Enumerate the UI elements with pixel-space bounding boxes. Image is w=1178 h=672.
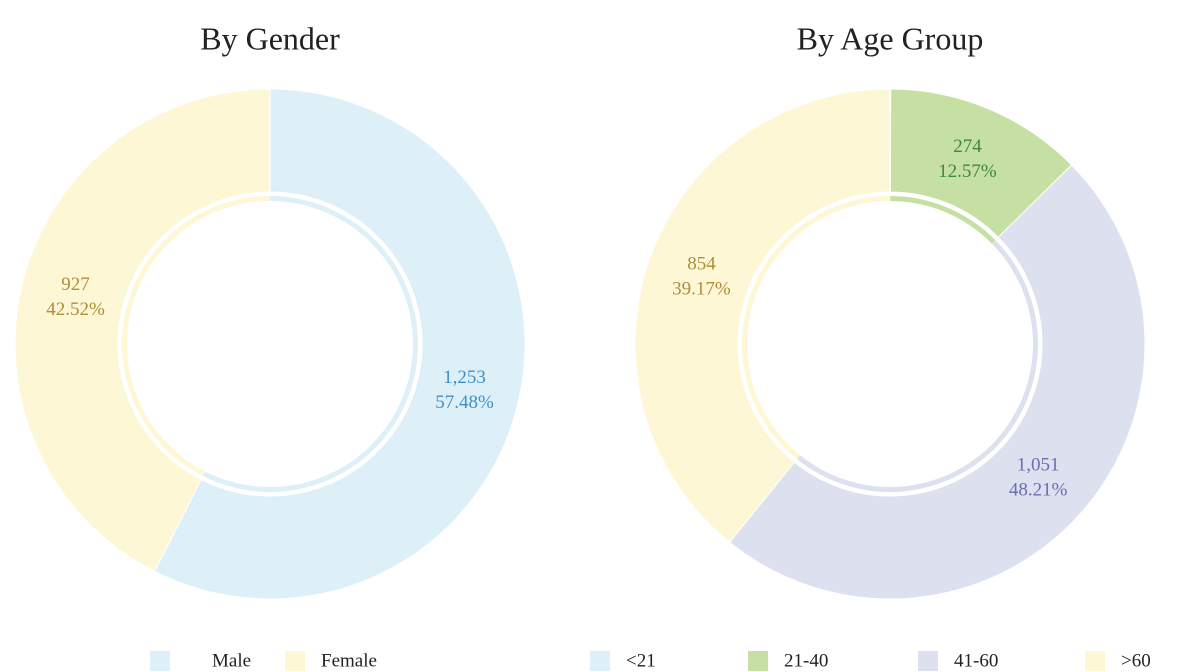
value-label: 927 bbox=[61, 274, 90, 295]
legend-label: Female bbox=[321, 650, 377, 671]
legend-label: Male bbox=[212, 650, 251, 671]
chart-title: By Age Group bbox=[797, 20, 984, 56]
donut-slice bbox=[14, 88, 271, 573]
chart-title: By Gender bbox=[200, 20, 340, 56]
legend-swatch bbox=[918, 651, 938, 671]
legend-label: <21 bbox=[626, 650, 656, 671]
inner-ring-slice bbox=[890, 196, 996, 244]
donut-slice bbox=[153, 88, 526, 600]
value-label: 274 bbox=[953, 136, 982, 157]
legend-swatch bbox=[1085, 651, 1105, 671]
percent-label: 57.48% bbox=[435, 392, 494, 413]
percent-label: 39.17% bbox=[672, 279, 731, 300]
value-label: 1,051 bbox=[1017, 455, 1060, 476]
percent-label: 48.21% bbox=[1009, 480, 1068, 501]
legend-swatch bbox=[590, 651, 610, 671]
donut-slice bbox=[634, 88, 891, 543]
legend-swatch bbox=[150, 651, 170, 671]
value-label: 1,253 bbox=[443, 367, 486, 388]
inner-ring-slice bbox=[796, 240, 1038, 492]
percent-label: 12.57% bbox=[938, 161, 997, 182]
legend-swatch bbox=[748, 651, 768, 671]
legend-label: 21-40 bbox=[784, 650, 828, 671]
legend-swatch bbox=[285, 651, 305, 671]
value-label: 854 bbox=[687, 254, 716, 275]
donut-slice bbox=[728, 164, 1146, 600]
legend-label: >60 bbox=[1121, 650, 1151, 671]
legend-label: 41-60 bbox=[954, 650, 998, 671]
percent-label: 42.52% bbox=[46, 299, 105, 320]
